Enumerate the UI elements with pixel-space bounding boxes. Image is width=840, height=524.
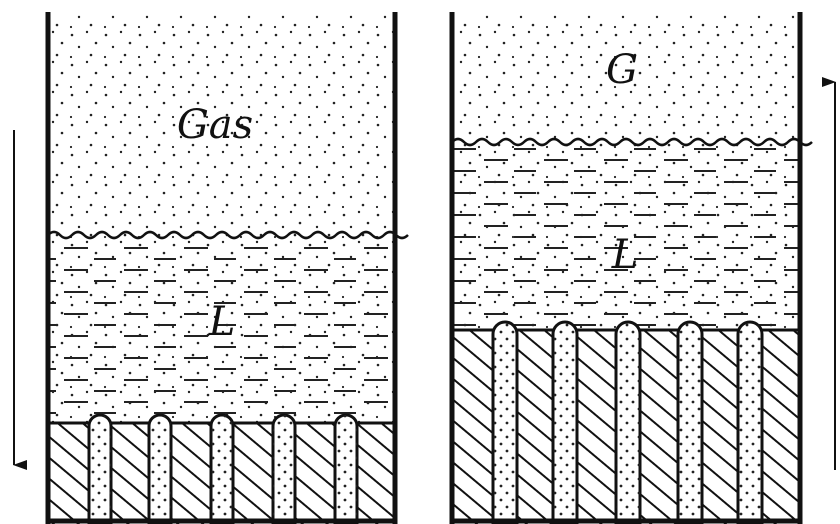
- column-dots: [678, 322, 702, 524]
- column-dots: [616, 322, 640, 524]
- column-dots: [149, 415, 171, 524]
- column-dots: [553, 322, 577, 524]
- liquid-label: L: [611, 232, 639, 278]
- layer: [48, 12, 812, 524]
- diagram: Gas L G L: [0, 0, 840, 524]
- column-dots: [738, 322, 762, 524]
- column-dots: [89, 415, 111, 524]
- column-dots: [211, 415, 233, 524]
- liquid-label: L: [208, 299, 236, 345]
- column-dots: [493, 322, 517, 524]
- gas-label: G: [606, 47, 638, 93]
- gas-label: Gas: [177, 102, 253, 148]
- column-dots: [273, 415, 295, 524]
- column-dots: [335, 415, 357, 524]
